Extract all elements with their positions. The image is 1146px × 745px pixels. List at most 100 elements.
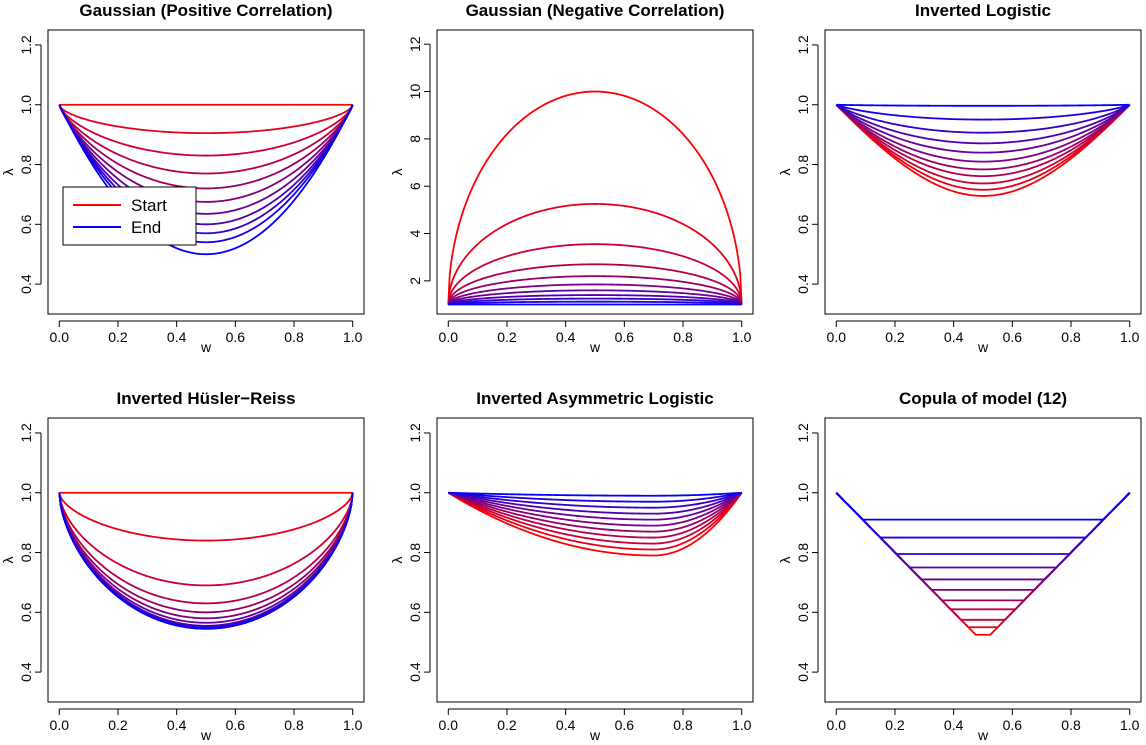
y-tick-label: 0.4	[18, 662, 34, 682]
y-tick-label: 0.8	[795, 155, 811, 175]
x-tick-label: 1.0	[343, 717, 363, 733]
panel-title: Inverted Logistic	[915, 1, 1051, 20]
series-line	[58, 492, 354, 605]
series-line	[447, 90, 743, 305]
series-line	[58, 104, 354, 226]
series-line	[448, 491, 743, 521]
x-axis-label: w	[200, 727, 212, 743]
x-tick-label: 1.0	[1120, 329, 1140, 345]
y-tick-label: 0.6	[795, 602, 811, 622]
x-tick-label: 0.6	[615, 717, 635, 733]
x-tick-label: 0.2	[885, 717, 905, 733]
series-line	[447, 243, 743, 305]
y-tick-label: 0.6	[18, 602, 34, 622]
x-tick-label: 1.0	[1120, 717, 1140, 733]
series-line	[835, 104, 1131, 191]
series-line	[447, 491, 743, 533]
series-line	[58, 492, 354, 630]
series-line	[58, 104, 354, 190]
series-line	[58, 104, 354, 157]
plot-frame	[824, 417, 1142, 703]
series-line	[58, 492, 354, 620]
x-tick-label: 0.6	[1003, 717, 1023, 733]
x-axis-label: w	[200, 339, 212, 355]
y-tick-label: 0.4	[795, 274, 811, 294]
series-line	[58, 104, 354, 203]
y-tick-label: 1.2	[18, 423, 34, 443]
series-line	[448, 300, 742, 306]
y-tick-label: 10	[407, 84, 423, 100]
series-line	[447, 491, 743, 545]
series-line	[448, 491, 743, 515]
series-line	[835, 492, 1131, 591]
series-line	[58, 104, 354, 244]
y-tick-label: 0.8	[407, 543, 423, 563]
series-line	[447, 297, 743, 306]
x-tick-label: 0.8	[673, 717, 693, 733]
y-tick-label: 1.0	[407, 483, 423, 503]
series-line	[835, 492, 1131, 539]
y-tick-label: 12	[407, 36, 423, 52]
panel-6: Copula of model (12) 0.0 0.2 0.4 0.6 0.8 1.0 0.…	[777, 389, 1142, 743]
x-tick-label: 0.6	[226, 329, 246, 345]
y-tick-label: 1.0	[795, 95, 811, 115]
series-line	[58, 492, 354, 614]
plot-frame	[47, 417, 365, 703]
panel-5: Inverted Asymmetric Logistic 0.0 0.2 0.4 0.6…	[389, 389, 754, 743]
y-tick-label: 0.6	[18, 214, 34, 234]
series-line	[835, 492, 1131, 602]
x-axis-label: w	[589, 339, 601, 355]
x-tick-label: 0.0	[50, 717, 70, 733]
series-line	[58, 104, 354, 175]
x-tick-label: 0.4	[167, 329, 187, 345]
y-axis-label: λ	[0, 169, 16, 176]
plot-frame	[436, 29, 754, 315]
panel-title: Gaussian (Positive Correlation)	[79, 1, 332, 20]
series-line	[835, 492, 1131, 581]
x-tick-label: 1.0	[732, 717, 752, 733]
plot-frame	[436, 417, 754, 703]
y-tick-label: 0.6	[795, 214, 811, 234]
series-line	[58, 104, 354, 215]
series-line	[835, 492, 1131, 636]
x-tick-label: 0.0	[439, 717, 459, 733]
series-line	[835, 104, 1131, 178]
y-tick-label: 0.8	[18, 543, 34, 563]
x-tick-label: 0.8	[284, 717, 304, 733]
y-tick-label: 1.0	[18, 95, 34, 115]
series-line	[447, 263, 743, 305]
y-tick-label: 1.0	[18, 483, 34, 503]
panel-2: Gaussian (Negative Correlation) 0.0 0.2 0.4…	[389, 1, 754, 355]
x-tick-label: 1.0	[732, 329, 752, 345]
panel-3: Inverted Logistic 0.0 0.2 0.4 0.6 0.8 1.0 0.4 0.…	[777, 1, 1142, 355]
x-tick-label: 0.4	[944, 717, 964, 733]
legend-box	[62, 186, 197, 246]
x-tick-label: 0.4	[944, 329, 964, 345]
panel-title: Gaussian (Negative Correlation)	[466, 1, 725, 20]
y-tick-label: 0.4	[795, 662, 811, 682]
legend: Start End	[62, 186, 197, 246]
series-line	[835, 103, 1131, 121]
y-axis-label: λ	[389, 169, 405, 176]
series-line	[835, 104, 1131, 197]
series-line	[835, 104, 1131, 171]
y-tick-label: 8	[407, 135, 423, 143]
legend-label: Start	[131, 196, 167, 215]
x-tick-label: 0.8	[284, 329, 304, 345]
y-tick-label: 0.4	[18, 274, 34, 294]
series-line	[835, 103, 1131, 134]
x-tick-label: 0.2	[108, 329, 128, 345]
y-axis-label: λ	[0, 557, 16, 564]
series-line	[447, 275, 743, 305]
panel-title: Inverted Hüsler−Reiss	[116, 389, 295, 408]
series-line	[835, 492, 1131, 611]
panel-title: Copula of model (12)	[899, 389, 1067, 408]
y-tick-label: 0.8	[18, 155, 34, 175]
x-tick-label: 0.2	[108, 717, 128, 733]
x-tick-label: 0.6	[615, 329, 635, 345]
x-tick-label: 0.2	[885, 329, 905, 345]
plot-frame	[47, 29, 365, 315]
x-tick-label: 0.8	[673, 329, 693, 345]
